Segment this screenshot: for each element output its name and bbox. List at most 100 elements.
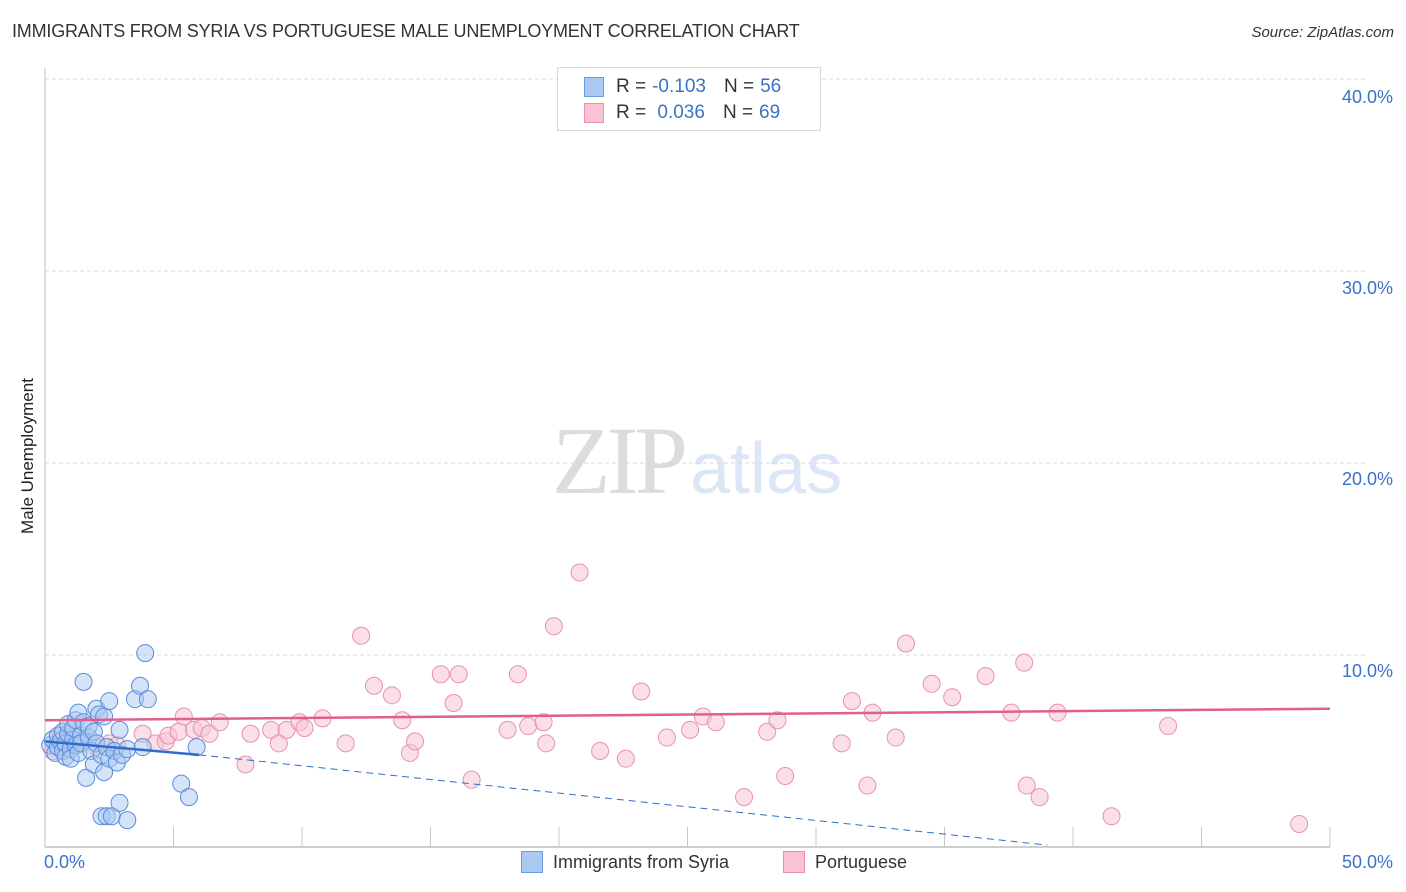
data-point [768,711,787,730]
source-label: Source: ZipAtlas.com [1251,24,1394,41]
data-point [136,644,155,663]
legend-item-portuguese[interactable]: Portuguese [783,851,907,873]
data-point [444,694,463,712]
syria-swatch [584,77,604,97]
gridlines [45,78,1365,656]
legend-label: Immigrants from Syria [553,851,730,872]
series-legend: Immigrants from Syria Portuguese [0,851,1406,877]
data-point [431,665,450,684]
portuguese-swatch [783,851,805,873]
data-point [100,692,119,711]
data-point [776,766,795,785]
legend-item-syria[interactable]: Immigrants from Syria [521,851,729,873]
data-point [77,768,96,787]
data-point [591,742,610,760]
portuguese-trend-line [44,707,1331,722]
data-point [758,722,777,741]
data-point [1102,807,1121,826]
legend-row-syria: R = -0.103 N = 56 [584,75,781,99]
y-tick-10: 10.0% [1341,661,1393,681]
data-point [570,563,589,582]
r-value: -0.103 [652,76,706,97]
y-tick-30: 30.0% [1341,278,1393,298]
data-point [236,755,255,774]
data-point [976,667,995,686]
data-point [406,732,425,751]
data-point [295,718,314,737]
data-point [657,728,676,747]
watermark-atlas: atlas [690,429,843,509]
data-point [534,713,553,732]
data-point [462,770,481,789]
data-point [706,713,725,732]
n-label: N = [722,102,754,123]
data-point [131,676,150,695]
data-point [138,690,157,709]
data-point [858,776,877,795]
r-label: R = [616,76,647,97]
data-point [269,734,288,753]
x-tick-50: 50.0% [1341,852,1393,872]
correlation-legend: R = -0.103 N = 56 R = 0.036 N = 69 [557,67,821,131]
y-tick-20: 20.0% [1341,469,1393,489]
syria-trend-line [44,740,200,757]
r-label: R = [616,102,647,123]
data-point [735,788,754,807]
data-point [1048,703,1067,722]
r-value: 0.036 [652,102,705,123]
n-label: N = [723,76,755,97]
data-point [118,811,137,830]
data-point [174,707,193,726]
n-value: 56 [760,76,782,97]
data-point [544,617,563,636]
data-point [352,626,371,645]
data-point [1015,653,1034,672]
data-point [886,728,905,747]
watermark: ZIPatlas [552,405,842,516]
legend-label: Portuguese [815,851,908,872]
data-point [519,717,538,736]
data-point [336,734,355,753]
data-point [498,720,517,739]
n-value: 69 [759,102,781,123]
data-point [210,713,229,732]
data-point [632,682,651,701]
data-point [133,738,152,757]
data-point [364,676,383,695]
data-point [110,793,129,812]
data-point [537,734,556,753]
data-point [922,674,941,693]
y-tick-40: 40.0% [1341,87,1393,107]
axes [44,68,1331,848]
legend-row-portuguese: R = 0.036 N = 69 [584,101,780,125]
data-point [169,722,188,741]
data-point [1030,788,1049,807]
data-point [241,724,260,743]
data-point [449,665,468,684]
data-point [842,692,861,711]
data-point [382,686,401,705]
data-point [1159,717,1178,736]
syria-points [41,644,206,830]
data-point [896,634,915,653]
x-tick-0: 0.0% [44,852,86,872]
data-point [74,672,93,691]
data-point [95,707,114,726]
portuguese-points [43,89,1309,833]
data-point [943,688,962,707]
data-point [393,711,412,730]
data-point [681,720,700,739]
data-point [616,749,635,768]
data-point [200,724,219,743]
syria-trend-extension [199,754,1048,846]
watermark-zip: ZIP [552,407,688,514]
syria-swatch [521,851,543,873]
portuguese-swatch [584,103,604,123]
data-point [172,774,191,793]
data-point [110,720,129,739]
data-point [1017,776,1036,795]
data-point [179,788,198,807]
chart-title: IMMIGRANTS FROM SYRIA VS PORTUGUESE MALE… [12,21,800,41]
data-point [508,665,527,684]
